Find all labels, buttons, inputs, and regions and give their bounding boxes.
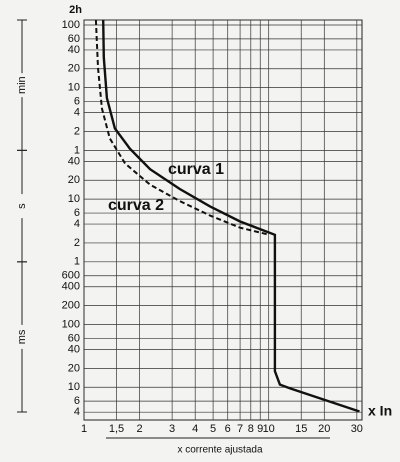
y-tick-label: 1 xyxy=(74,256,80,268)
x-unit: x In xyxy=(368,403,392,419)
unit-group-label: ms xyxy=(16,329,28,344)
y-tick-label: 40 xyxy=(68,44,80,56)
bracket-gap xyxy=(15,73,29,98)
x-tick-label: 5 xyxy=(210,423,216,435)
y-tick-label: 6 xyxy=(74,95,80,107)
x-tick-label: 6 xyxy=(225,423,231,435)
curve xyxy=(94,19,270,236)
y-tick-label: 4 xyxy=(74,406,80,418)
y-tick-label: 4 xyxy=(74,218,80,230)
plot-area xyxy=(83,19,363,421)
x-tick-label: 3 xyxy=(169,423,175,435)
bracket-gap xyxy=(15,324,29,349)
y-tick-label: 10 xyxy=(68,82,80,94)
y-tick-label: 2 xyxy=(74,125,80,137)
x-tick-label: 30 xyxy=(351,423,363,435)
x-axis-label: x corrente ajustada xyxy=(177,445,262,456)
y-tick-label: 100 xyxy=(62,318,80,330)
y-tick-label: 4 xyxy=(74,107,80,119)
y-tick-label: 20 xyxy=(68,362,80,374)
y-tick-label: 400 xyxy=(62,281,80,293)
x-tick-label: 10 xyxy=(263,423,275,435)
curve xyxy=(102,19,360,413)
y-tick-label: 6 xyxy=(74,395,80,407)
y-tick-label: 6 xyxy=(74,207,80,219)
y-tick-label: 600 xyxy=(62,270,80,282)
x-tick-label: 4 xyxy=(192,423,198,435)
y-tick-label: 100 xyxy=(62,19,80,31)
x-tick-label: 20 xyxy=(318,423,330,435)
y-tick-label: 20 xyxy=(68,174,80,186)
series-label: curva 1 xyxy=(168,161,224,178)
x-tick-label: 9 xyxy=(257,423,263,435)
x-tick-label: 15 xyxy=(295,423,307,435)
unit-group-label: min xyxy=(16,76,28,94)
y-tick-label: 60 xyxy=(68,332,80,344)
series-label: curva 2 xyxy=(108,197,164,214)
x-tick-label: 2 xyxy=(137,423,143,435)
y-tick-label: 20 xyxy=(68,63,80,75)
y-tick-label: 60 xyxy=(68,33,80,45)
x-tick-label: 7 xyxy=(237,423,243,435)
unit-group-label: s xyxy=(16,203,28,209)
y-tick-label: 2 xyxy=(74,237,80,249)
y-tick-label: 40 xyxy=(68,343,80,355)
x-tick-label: 1,5 xyxy=(109,423,124,435)
y-tick-label: 200 xyxy=(62,300,80,312)
x-tick-label: 1 xyxy=(81,423,87,435)
bracket-gap xyxy=(15,194,29,219)
y-tick-label: 1 xyxy=(74,144,80,156)
y-tick-label: 10 xyxy=(68,193,80,205)
x-tick-label: 8 xyxy=(248,423,254,435)
y-tick-label: 2h xyxy=(69,4,82,16)
y-tick-label: 40 xyxy=(68,155,80,167)
y-tick-label: 10 xyxy=(68,381,80,393)
